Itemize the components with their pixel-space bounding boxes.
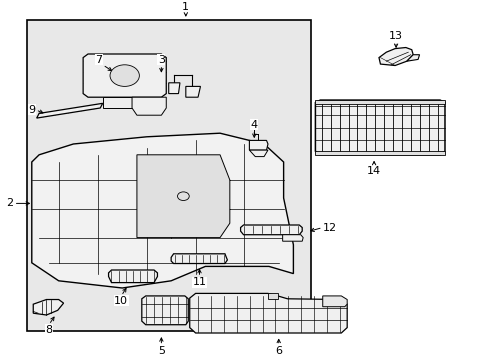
Polygon shape: [33, 300, 63, 315]
Text: 13: 13: [388, 31, 402, 41]
Text: 9: 9: [28, 105, 36, 115]
Text: 4: 4: [250, 120, 257, 130]
Text: 1: 1: [182, 1, 189, 12]
Polygon shape: [132, 97, 166, 115]
Polygon shape: [137, 155, 229, 238]
Polygon shape: [189, 293, 346, 333]
Polygon shape: [378, 48, 412, 66]
Text: 10: 10: [114, 296, 128, 306]
Text: 3: 3: [158, 55, 164, 65]
Polygon shape: [315, 151, 444, 155]
Circle shape: [110, 65, 139, 86]
Text: 12: 12: [322, 222, 336, 233]
Polygon shape: [267, 293, 277, 299]
Polygon shape: [102, 97, 132, 108]
Polygon shape: [406, 55, 419, 61]
Polygon shape: [249, 150, 267, 157]
Polygon shape: [142, 296, 188, 325]
Polygon shape: [315, 100, 444, 104]
Polygon shape: [240, 225, 302, 235]
Polygon shape: [185, 86, 200, 97]
Polygon shape: [171, 254, 227, 264]
Polygon shape: [322, 296, 346, 307]
Polygon shape: [315, 100, 444, 155]
Polygon shape: [108, 270, 157, 283]
Text: 14: 14: [366, 166, 380, 176]
Circle shape: [177, 192, 189, 201]
Text: 11: 11: [192, 277, 206, 287]
Text: 2: 2: [6, 198, 14, 208]
Text: 7: 7: [95, 55, 102, 65]
Text: 5: 5: [158, 346, 164, 356]
Text: 8: 8: [45, 325, 52, 335]
Polygon shape: [249, 140, 267, 150]
Text: 6: 6: [275, 346, 282, 356]
Polygon shape: [83, 54, 166, 97]
Polygon shape: [32, 133, 293, 288]
Polygon shape: [282, 235, 303, 241]
Polygon shape: [168, 83, 180, 94]
Polygon shape: [37, 103, 102, 118]
Polygon shape: [27, 20, 310, 331]
